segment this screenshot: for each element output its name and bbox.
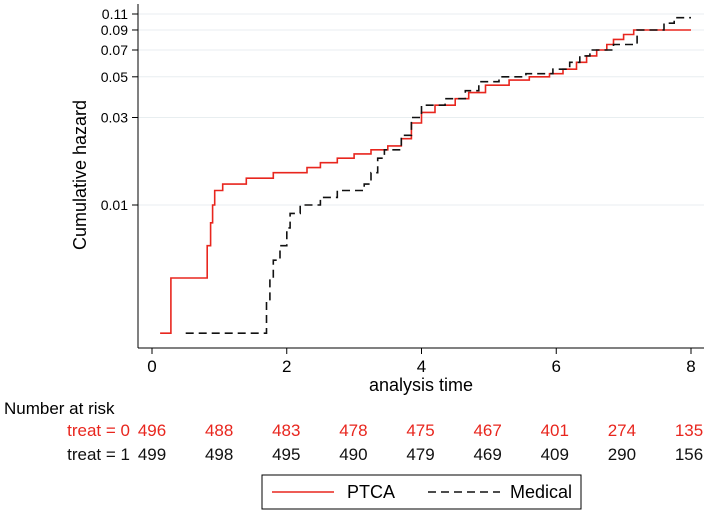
risk-value: 475 bbox=[406, 421, 434, 440]
risk-value: 499 bbox=[138, 445, 166, 464]
risk-value: 495 bbox=[272, 445, 300, 464]
risk-value: 290 bbox=[608, 445, 636, 464]
risk-value: 156 bbox=[675, 445, 703, 464]
y-tick-label: 0.11 bbox=[102, 6, 128, 22]
risk-row-label: treat = 1 bbox=[67, 445, 130, 464]
risk-value: 409 bbox=[541, 445, 569, 464]
risk-value: 488 bbox=[205, 421, 233, 440]
risk-value: 274 bbox=[608, 421, 636, 440]
risk-value: 490 bbox=[339, 445, 367, 464]
series-line-ptca bbox=[160, 29, 691, 334]
risk-table-title: Number at risk bbox=[4, 399, 115, 418]
y-axis-title: Cumulative hazard bbox=[70, 100, 90, 250]
y-tick-label: 0.09 bbox=[101, 22, 128, 38]
grid-lines bbox=[138, 13, 704, 206]
x-tick-label: 0 bbox=[147, 357, 156, 376]
risk-value: 467 bbox=[473, 421, 501, 440]
risk-value: 479 bbox=[406, 445, 434, 464]
legend-label-medical: Medical bbox=[510, 482, 572, 502]
tick-labels: 0.01 0.03 0.05 0.07 0.090.11 0 2 4 6 8 bbox=[101, 6, 696, 376]
series-lines bbox=[160, 16, 691, 334]
x-tick-label: 6 bbox=[552, 357, 561, 376]
risk-value: 483 bbox=[272, 421, 300, 440]
y-tick-label: 0.05 bbox=[101, 69, 128, 85]
y-tick-label: 0.07 bbox=[101, 42, 128, 58]
risk-table: treat = 0 496 488 483 478 475 467 401 274 135 trea… bbox=[67, 421, 703, 464]
risk-value: 401 bbox=[541, 421, 569, 440]
x-tick-label: 4 bbox=[417, 357, 426, 376]
y-tick-label: 0.03 bbox=[101, 109, 128, 125]
legend-label-ptca: PTCA bbox=[347, 482, 395, 502]
x-tick-label: 8 bbox=[686, 357, 695, 376]
y-tick-label: 0.01 bbox=[101, 197, 128, 213]
legend: PTCA Medical bbox=[261, 474, 582, 510]
risk-value: 135 bbox=[675, 421, 703, 440]
x-axis-title: analysis time bbox=[369, 375, 473, 395]
axes bbox=[132, 4, 704, 354]
risk-value: 496 bbox=[138, 421, 166, 440]
risk-row-label: treat = 0 bbox=[67, 421, 130, 440]
risk-value: 469 bbox=[473, 445, 501, 464]
x-tick-label: 2 bbox=[282, 357, 291, 376]
risk-value: 478 bbox=[339, 421, 367, 440]
series-line-medical bbox=[185, 16, 691, 334]
risk-value: 498 bbox=[205, 445, 233, 464]
